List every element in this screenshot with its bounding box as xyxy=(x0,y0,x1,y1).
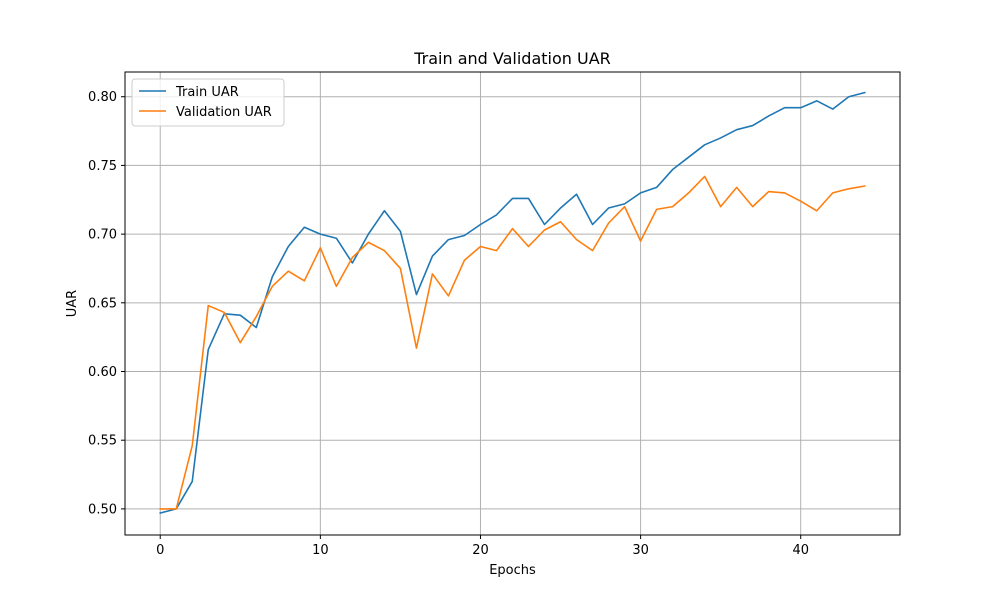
x-tick-label: 20 xyxy=(472,543,489,558)
grid xyxy=(125,72,900,535)
legend-label-train: Train UAR xyxy=(175,85,239,100)
x-tick-label: 40 xyxy=(792,543,809,558)
x-tick-label: 30 xyxy=(632,543,649,558)
y-tick-label: 0.75 xyxy=(88,159,117,174)
y-tick-label: 0.60 xyxy=(88,365,117,380)
y-tick-label: 0.70 xyxy=(88,228,117,243)
y-tick-label: 0.50 xyxy=(88,502,117,517)
legend-label-validation: Validation UAR xyxy=(176,105,272,120)
legend: Train UAR Validation UAR xyxy=(131,78,285,127)
plot-frame xyxy=(124,71,901,536)
x-tick-label: 10 xyxy=(312,543,329,558)
series-line-validation-uar xyxy=(159,175,866,510)
chart-title: Train and Validation UAR xyxy=(413,49,611,68)
y-tick-label: 0.55 xyxy=(88,434,117,449)
series-line-train-uar xyxy=(159,91,866,514)
x-tick-label: 0 xyxy=(156,543,164,558)
series-layer xyxy=(159,91,866,514)
y-tick-label: 0.65 xyxy=(88,296,117,311)
plot-area xyxy=(125,72,900,535)
legend-box xyxy=(131,78,285,127)
y-axis-label: UAR xyxy=(65,290,80,317)
ticks: 0 10 20 30 40 0.50 0.55 0.60 0.65 0.70 0.75 0.80 xyxy=(88,90,809,558)
x-axis-label: Epochs xyxy=(489,563,536,578)
y-tick-label: 0.80 xyxy=(88,90,117,105)
